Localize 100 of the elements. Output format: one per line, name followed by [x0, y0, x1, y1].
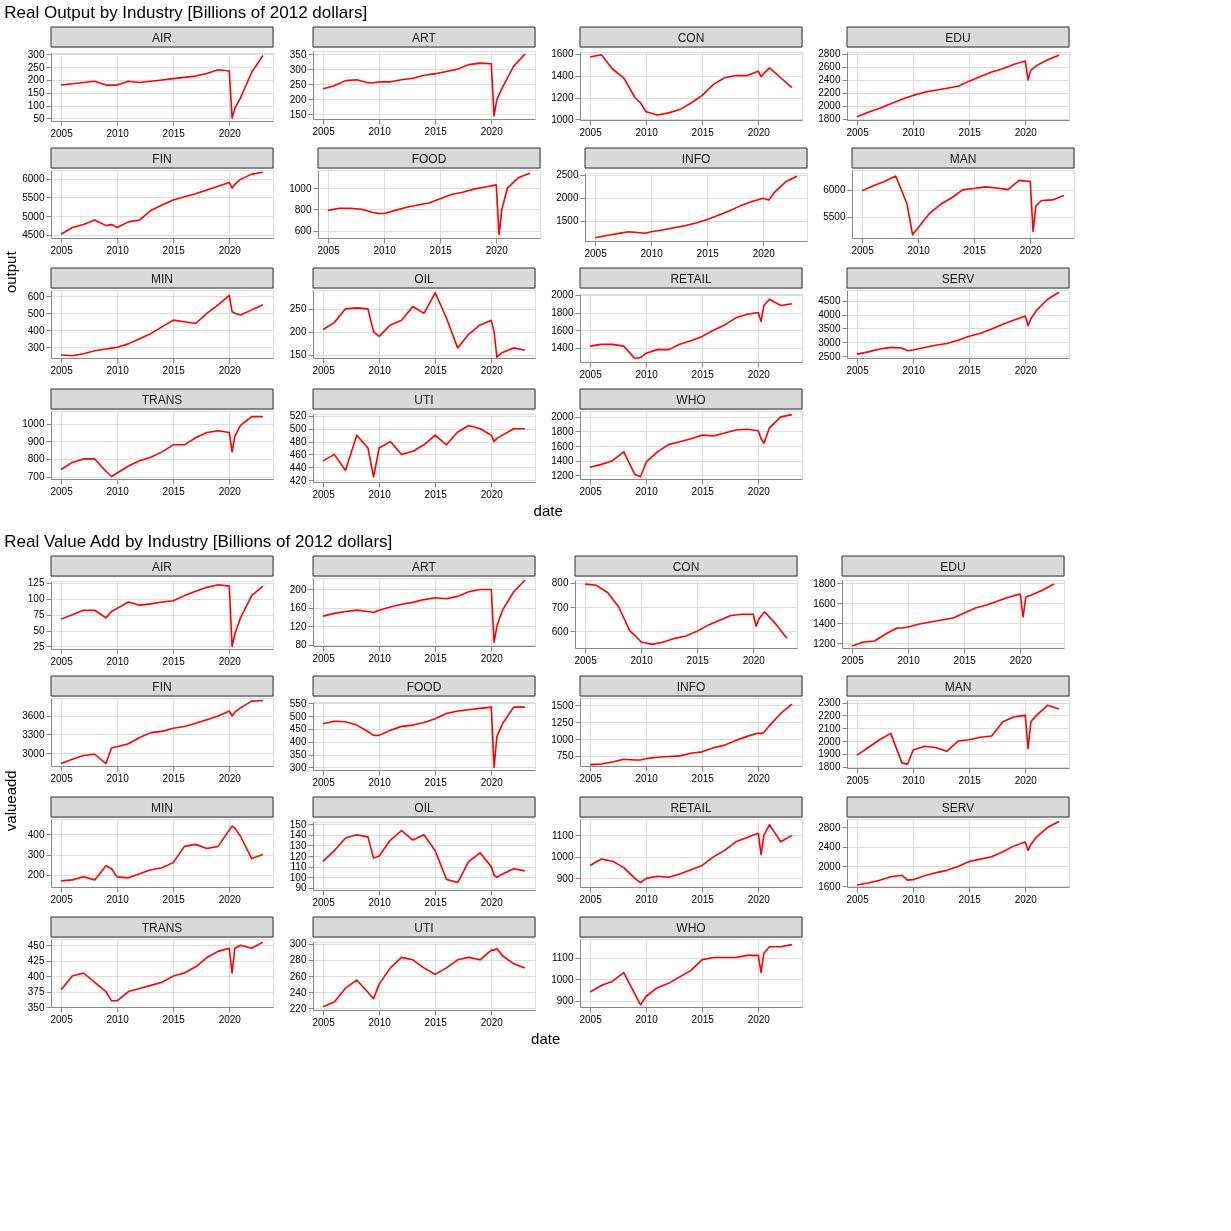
x-tick-label: 2015	[424, 776, 448, 788]
y-tick-label: 2000	[551, 411, 574, 423]
x-tick-label: 2005	[312, 652, 336, 664]
y-tick-label: 500	[289, 710, 307, 722]
y-tick-label: 1100	[551, 829, 574, 841]
line-series	[327, 172, 531, 236]
line-series	[60, 584, 264, 648]
y-tick-label: 1400	[551, 70, 574, 82]
chart-title: WHO	[676, 393, 706, 407]
line-series	[60, 171, 264, 236]
x-tick-label: 2015	[162, 655, 186, 667]
x-tick-label: 2010	[902, 126, 926, 138]
x-tick-label: 2020	[747, 772, 771, 784]
y-tick-label: 1800	[551, 425, 574, 437]
y-tick-label: 900	[556, 995, 574, 1007]
y-tick-label: 100	[27, 593, 45, 605]
x-tick-label: 2015	[958, 126, 982, 138]
y-tick-label: 1600	[551, 48, 574, 60]
y-tick-label: 425	[27, 955, 45, 967]
x-tick-label: 2020	[218, 1013, 242, 1025]
x-tick-label: 2010	[106, 772, 130, 784]
y-tick-label: 125	[27, 577, 45, 589]
y-tick-label: 450	[289, 723, 307, 735]
y-tick-label: 350	[289, 48, 307, 60]
y-tick-label: 200	[27, 74, 45, 86]
y-tick-label: 3000	[22, 747, 45, 759]
y-tick-label: 1000	[551, 851, 574, 863]
line-series	[322, 53, 526, 117]
y-tick-label: 1200	[813, 637, 836, 649]
y-tick-label: 240	[289, 986, 307, 998]
y-tick-label: 75	[33, 609, 45, 621]
x-tick-label: 2005	[846, 364, 870, 376]
x-tick-label: 2015	[958, 893, 982, 905]
y-tick-label: 50	[33, 625, 45, 637]
x-tick-label: 2010	[106, 244, 130, 256]
x-tick-label: 2020	[747, 126, 771, 138]
y-tick-label: 1000	[289, 182, 312, 194]
y-tick-label: 1000	[551, 113, 574, 125]
y-tick-label: 1600	[551, 440, 574, 452]
x-tick-label: 2010	[368, 776, 392, 788]
x-tick-label: 2010	[106, 364, 130, 376]
x-tick-label: 2010	[635, 1013, 659, 1025]
x-tick-label: 2005	[312, 364, 336, 376]
x-tick-label: 2010	[106, 485, 130, 497]
chart-title: OIL	[414, 801, 434, 815]
y-tick-label: 1500	[556, 215, 579, 227]
y-tick-label: 6000	[823, 184, 846, 196]
line-series	[60, 415, 264, 478]
x-tick-label: 2020	[480, 364, 504, 376]
line-series	[589, 298, 793, 360]
x-tick-label: 2005	[579, 368, 603, 380]
y-tick-label: 500	[27, 307, 45, 319]
y-tick-label: 250	[27, 61, 45, 73]
y-tick-label: 3300	[22, 728, 45, 740]
x-tick-label: 2010	[635, 368, 659, 380]
x-tick-label: 2010	[897, 654, 921, 666]
y-tick-label: 1500	[551, 699, 574, 711]
chart-title: FIN	[152, 680, 172, 694]
y-tick-label: 90	[295, 882, 307, 894]
y-tick-label: 350	[289, 749, 307, 761]
x-tick-label: 2010	[368, 125, 392, 137]
text: date	[533, 501, 563, 519]
chart-title: MIN	[151, 801, 173, 815]
line-series	[584, 583, 788, 646]
x-tick-label: 2015	[424, 1016, 448, 1028]
line-series	[60, 941, 264, 1002]
y-tick-label: 2000	[556, 192, 579, 204]
y-tick-label: 300	[27, 849, 45, 861]
line-series	[589, 53, 793, 116]
y-tick-label: 1600	[813, 597, 836, 609]
y-tick-label: 5500	[22, 191, 45, 203]
y-tick-label: 1800	[813, 577, 836, 589]
x-tick-label: 2015	[162, 772, 186, 784]
line-series	[60, 54, 264, 119]
y-tick-label: 5500	[823, 211, 846, 223]
y-tick-label: 1250	[551, 716, 574, 728]
x-tick-label: 2015	[691, 485, 715, 497]
y-tick-label: 1900	[818, 748, 841, 760]
y-tick-label: 600	[27, 290, 45, 302]
y-tick-label: 4500	[818, 295, 841, 307]
y-tick-label: 1200	[551, 92, 574, 104]
y-tick-label: 400	[27, 324, 45, 336]
y-tick-label: 450	[27, 939, 45, 951]
y-tick-label: 2200	[818, 87, 841, 99]
x-tick-label: 2015	[162, 127, 186, 139]
x-tick-label: 2005	[574, 654, 598, 666]
y-tick-label: 3000	[818, 336, 841, 348]
x-tick-label: 2020	[218, 244, 242, 256]
y-tick-label: 400	[27, 970, 45, 982]
x-tick-label: 2020	[1014, 893, 1038, 905]
chart-title: CON	[677, 31, 705, 45]
x-tick-label: 2020	[480, 125, 504, 137]
x-tick-label: 2015	[162, 364, 186, 376]
x-tick-label: 2005	[846, 893, 870, 905]
y-tick-label: 375	[27, 986, 45, 998]
x-tick-label: 2020	[747, 1013, 771, 1025]
x-tick-label: 2005	[846, 774, 870, 786]
y-tick-label: 550	[289, 697, 307, 709]
x-tick-label: 2015	[691, 1013, 715, 1025]
y-tick-label: 150	[27, 87, 45, 99]
